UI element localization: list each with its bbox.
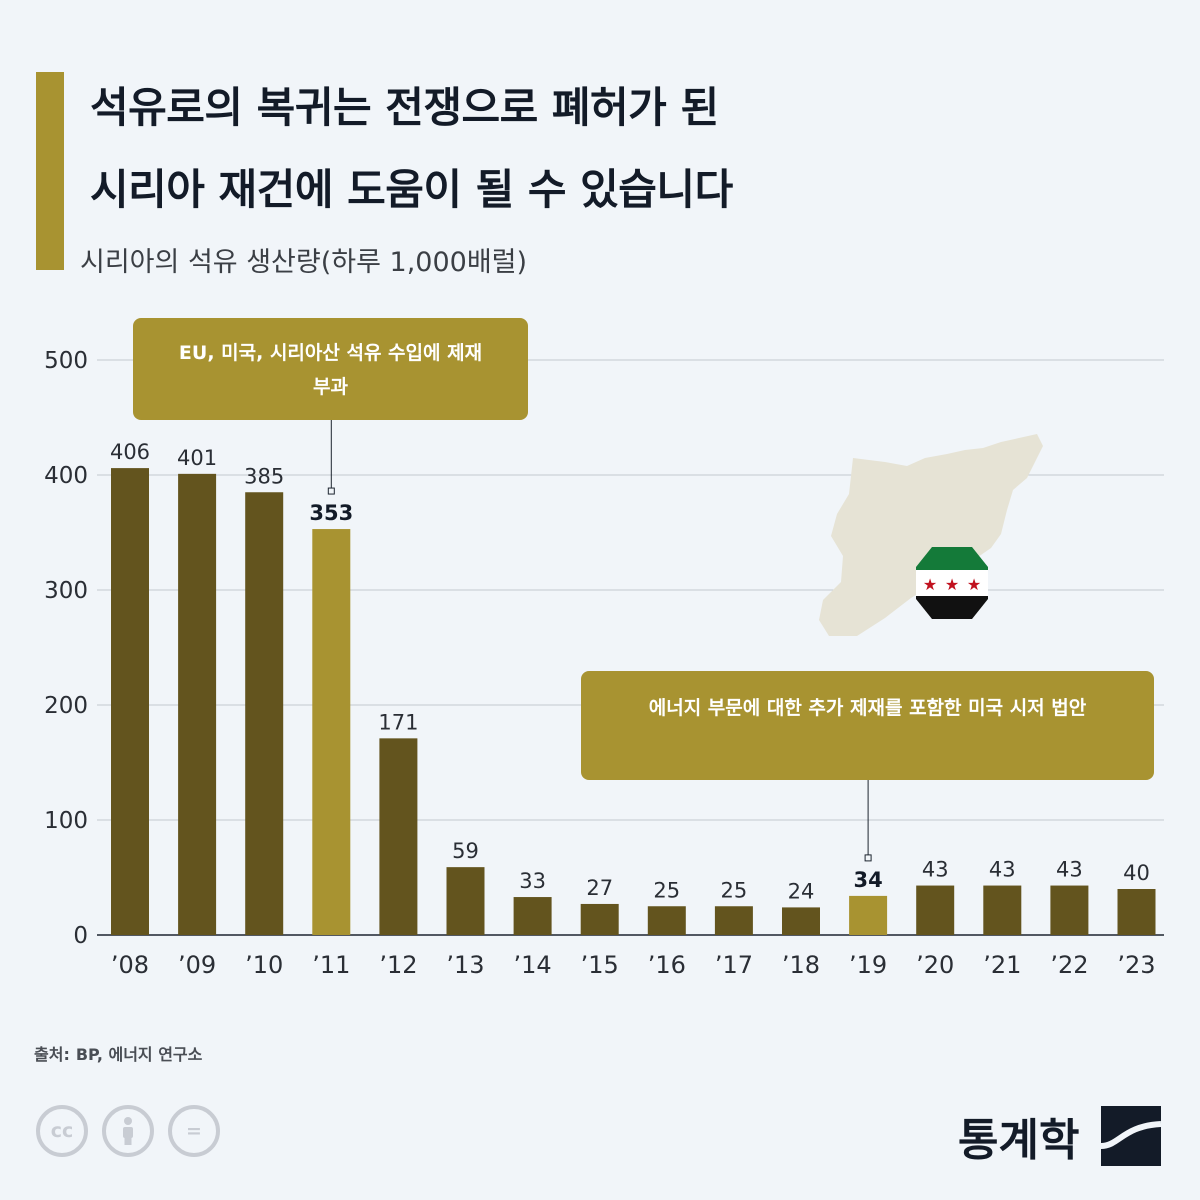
syrian-revolution-flag-icon: ★ ★ ★ [916, 547, 988, 619]
data-label: 24 [788, 879, 815, 903]
svg-text:★: ★ [945, 575, 959, 594]
x-tick-label: ’22 [1050, 951, 1088, 979]
x-tick-label: ’21 [983, 951, 1021, 979]
y-tick-label: 200 [44, 693, 88, 719]
syria-map-icon [819, 434, 1043, 636]
svg-text:★: ★ [923, 575, 937, 594]
bar [983, 885, 1022, 935]
data-label: 43 [989, 858, 1016, 882]
bar [782, 907, 820, 935]
license-icons: cc = [36, 1105, 220, 1157]
data-label: 59 [452, 839, 479, 863]
chart-title-line-2: 시리아 재건에 도움이 될 수 있습니다 [90, 165, 733, 214]
bar [647, 906, 686, 935]
person-icon [123, 1117, 133, 1145]
caesar-act-callout: 에너지 부문에 대한 추가 제재를 포함한 미국 시저 법안 [581, 671, 1154, 780]
x-tick-label: ’12 [379, 951, 417, 979]
data-label: 25 [721, 878, 748, 902]
y-tick-label: 400 [44, 463, 88, 489]
x-tick-label: ’15 [581, 951, 619, 979]
source-note: 출처: BP, 에너지 연구소 [34, 1041, 202, 1065]
chart-title-line-1: 석유로의 복귀는 전쟁으로 폐허가 된 [90, 83, 719, 132]
chart-subtitle: 시리아의 석유 생산량(하루 1,000배럴) [80, 247, 528, 278]
x-tick-label: ’09 [178, 951, 216, 979]
brand-logo: 통계학 [958, 1104, 1162, 1168]
data-label: 385 [244, 464, 284, 488]
bar [111, 468, 149, 935]
bar [916, 885, 955, 935]
bar [1117, 889, 1156, 935]
bar [714, 906, 753, 935]
x-tick-label: ’11 [312, 951, 350, 979]
bar [379, 738, 418, 935]
x-tick-label: ’08 [111, 951, 149, 979]
data-label: 171 [378, 710, 418, 734]
source-label: 출처: [34, 1045, 70, 1064]
bar [580, 903, 619, 935]
sanctions-callout: EU, 미국, 시리아산 석유 수입에 제재 부과 [133, 318, 528, 420]
caesar-act-callout-text: 에너지 부문에 대한 추가 제재를 포함한 미국 시저 법안 [648, 697, 1087, 719]
x-tick-label: ’16 [648, 951, 686, 979]
bar [178, 473, 217, 935]
callout-leader-marker [327, 487, 335, 495]
bar [849, 895, 888, 935]
y-tick-label: 0 [73, 923, 88, 949]
callout-leader-marker [864, 854, 872, 862]
no-derivatives-icon[interactable]: = [168, 1105, 220, 1157]
data-label: 406 [110, 440, 150, 464]
y-tick-label: 500 [44, 348, 88, 374]
source-text: BP, 에너지 연구소 [75, 1045, 203, 1064]
bar [446, 867, 485, 935]
x-tick-label: ’10 [245, 951, 283, 979]
data-label: 43 [1056, 858, 1083, 882]
brand-logo-icon [1101, 1106, 1162, 1166]
y-tick-label: 100 [44, 808, 88, 834]
data-label: 40 [1123, 861, 1150, 885]
data-label: 27 [586, 876, 613, 900]
bar [245, 492, 284, 935]
bar [312, 529, 351, 935]
data-label: 34 [853, 868, 882, 892]
sanctions-callout-line-2: 부과 [313, 376, 348, 398]
attribution-icon[interactable] [102, 1105, 154, 1157]
x-tick-label: ’23 [1117, 951, 1155, 979]
data-label: 43 [922, 858, 949, 882]
cc-icon-text: cc [50, 1120, 74, 1142]
bar [513, 897, 552, 935]
y-tick-label: 300 [44, 578, 88, 604]
x-tick-label: ’13 [446, 951, 484, 979]
no-derivatives-icon-text: = [186, 1120, 202, 1142]
data-label: 25 [653, 878, 680, 902]
data-label: 33 [519, 869, 546, 893]
svg-text:★: ★ [967, 575, 981, 594]
x-tick-label: ’19 [849, 951, 887, 979]
sanctions-callout-line-1: EU, 미국, 시리아산 석유 수입에 제재 [178, 342, 483, 364]
x-tick-label: ’20 [916, 951, 954, 979]
bar [1050, 885, 1089, 935]
brand-name: 통계학 [958, 1115, 1080, 1166]
title-accent-bar [36, 72, 64, 270]
x-tick-label: ’14 [514, 951, 552, 979]
data-label: 353 [309, 501, 353, 525]
x-tick-label: ’17 [715, 951, 753, 979]
x-tick-label: ’18 [782, 951, 820, 979]
cc-icon[interactable]: cc [36, 1105, 88, 1157]
data-label: 401 [177, 446, 217, 470]
